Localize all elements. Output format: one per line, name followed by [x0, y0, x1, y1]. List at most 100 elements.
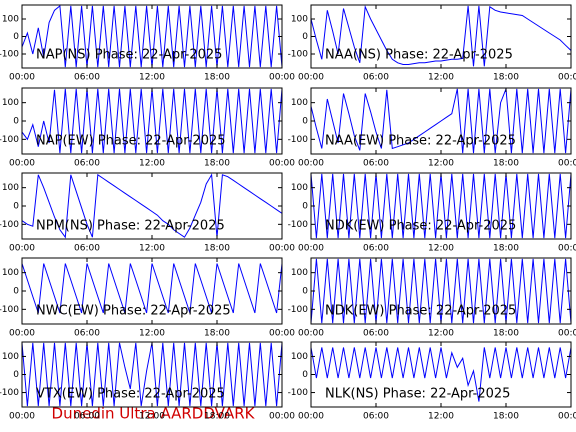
panel-title: NAP(EW) Phase: 22-Apr-2025: [36, 134, 226, 149]
y-tick-label: 100: [291, 183, 308, 193]
footer: Dunedin Ultra AARDDVARK: [52, 405, 256, 423]
plot-area: [22, 258, 282, 324]
x-tick-label: 00:00: [298, 412, 324, 422]
x-tick-label: 00:00: [9, 159, 35, 169]
y-tick-label: 100: [2, 15, 19, 25]
x-tick-label: 00:00: [298, 73, 324, 83]
phase-line: [311, 5, 571, 67]
y-tick-label: 0: [13, 117, 19, 127]
x-tick-label: 06:00: [363, 73, 389, 83]
y-tick-label: 0: [302, 287, 308, 297]
x-tick-label: 06:00: [74, 244, 100, 254]
x-tick-label: 06:00: [74, 412, 100, 422]
y-tick-label: 100: [291, 352, 308, 362]
x-tick-label: 18:00: [204, 159, 230, 169]
y-tick-label: 0: [13, 370, 19, 380]
x-tick-label: 00:00: [298, 244, 324, 254]
phase-line: [311, 88, 571, 154]
x-tick-label: 12:00: [428, 73, 454, 83]
y-tick-label: 100: [2, 183, 19, 193]
x-tick-label: 00:00: [269, 159, 295, 169]
y-tick-label: -100: [288, 50, 309, 60]
x-tick-label: 18:00: [204, 73, 230, 83]
panel-title: NAA(EW) Phase: 22-Apr-2025: [325, 134, 516, 149]
y-tick-label: -100: [288, 305, 309, 315]
x-tick-label: 00:00: [558, 244, 576, 254]
y-tick-label: 0: [302, 117, 308, 127]
x-tick-label: 12:00: [428, 159, 454, 169]
x-tick-label: 00:00: [558, 412, 576, 422]
panel-title: NLK(NS) Phase: 22-Apr-2025: [325, 387, 510, 402]
y-tick-label: 100: [291, 15, 308, 25]
x-tick-label: 00:00: [269, 73, 295, 83]
y-tick-label: 0: [13, 32, 19, 42]
phase-line: [22, 173, 282, 239]
panel-title: VTX(EW) Phase: 22-Apr-2025: [36, 387, 225, 402]
y-tick-label: -100: [0, 305, 19, 315]
x-tick-label: 12:00: [428, 329, 454, 339]
x-tick-label: 06:00: [74, 159, 100, 169]
plot-area: [311, 342, 571, 407]
x-tick-label: 00:00: [269, 329, 295, 339]
panel-title: NPM(NS) Phase: 22-Apr-2025: [36, 219, 225, 234]
phase-line: [311, 347, 571, 402]
plot-area: [311, 173, 571, 239]
y-tick-label: 100: [291, 98, 308, 108]
x-tick-label: 18:00: [204, 244, 230, 254]
x-tick-label: 18:00: [493, 244, 519, 254]
y-tick-label: 100: [2, 352, 19, 362]
y-tick-label: 100: [291, 268, 308, 278]
x-tick-label: 06:00: [74, 73, 100, 83]
x-tick-label: 18:00: [204, 329, 230, 339]
y-tick-label: 0: [302, 32, 308, 42]
x-tick-label: 12:00: [428, 412, 454, 422]
x-tick-label: 00:00: [558, 329, 576, 339]
x-tick-label: 06:00: [363, 159, 389, 169]
y-tick-label: 0: [302, 202, 308, 212]
y-tick-label: -100: [0, 220, 19, 230]
x-tick-label: 18:00: [493, 73, 519, 83]
x-tick-label: 06:00: [363, 412, 389, 422]
x-tick-label: 12:00: [139, 412, 165, 422]
y-tick-label: -100: [0, 135, 19, 145]
x-tick-label: 18:00: [493, 329, 519, 339]
phase-line: [22, 263, 282, 314]
x-tick-label: 00:00: [9, 244, 35, 254]
x-tick-label: 12:00: [139, 244, 165, 254]
x-tick-label: 06:00: [363, 329, 389, 339]
plot-area: [22, 5, 282, 68]
plot-area: [22, 342, 282, 407]
panel-title: NWC(EW) Phase: 22-Apr-2025: [36, 304, 231, 319]
x-tick-label: 06:00: [74, 329, 100, 339]
panel-title: NDK(EW) Phase: 22-Apr-2025: [325, 304, 516, 319]
x-tick-label: 00:00: [9, 329, 35, 339]
panel-title: NAP(NS) Phase: 22-Apr-2025: [36, 48, 222, 63]
y-tick-label: -100: [0, 50, 19, 60]
plot-area: [311, 258, 571, 324]
x-tick-label: 00:00: [558, 159, 576, 169]
y-tick-label: -100: [288, 220, 309, 230]
y-tick-label: 100: [2, 98, 19, 108]
x-tick-label: 12:00: [139, 329, 165, 339]
x-tick-label: 00:00: [269, 412, 295, 422]
y-tick-label: 0: [13, 287, 19, 297]
x-tick-label: 18:00: [204, 412, 230, 422]
plot-area: [311, 5, 571, 68]
y-tick-label: -100: [288, 135, 309, 145]
y-tick-label: 0: [302, 370, 308, 380]
x-tick-label: 18:00: [493, 159, 519, 169]
panel-title: NAA(NS) Phase: 22-Apr-2025: [325, 48, 513, 63]
x-tick-label: 00:00: [9, 412, 35, 422]
x-tick-label: 00:00: [9, 73, 35, 83]
x-tick-label: 00:00: [558, 73, 576, 83]
y-tick-label: 100: [2, 268, 19, 278]
x-tick-label: 00:00: [298, 159, 324, 169]
y-tick-label: -100: [288, 388, 309, 398]
panel-title: NDK(EW) Phase: 22-Apr-2025: [325, 219, 516, 234]
x-tick-label: 12:00: [428, 244, 454, 254]
x-tick-label: 12:00: [139, 159, 165, 169]
y-tick-label: 0: [13, 202, 19, 212]
x-tick-label: 00:00: [269, 244, 295, 254]
x-tick-label: 12:00: [139, 73, 165, 83]
